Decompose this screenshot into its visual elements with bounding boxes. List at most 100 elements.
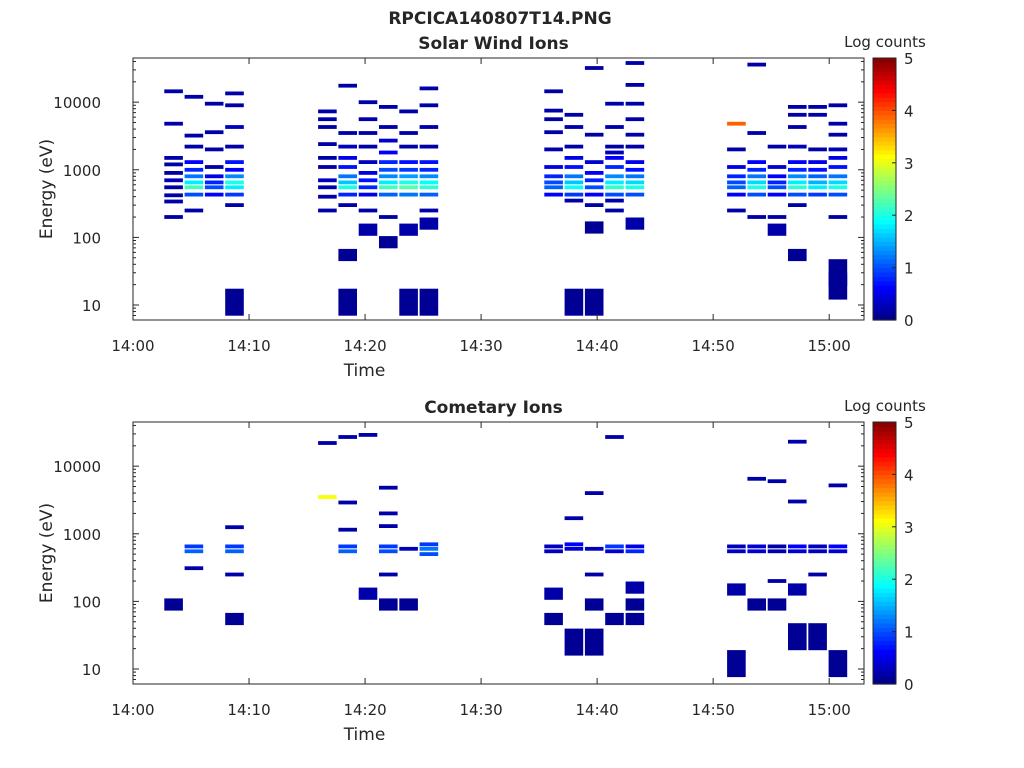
- heatmap-cell: [747, 549, 766, 554]
- colorbar-segment: [873, 618, 896, 624]
- colorbar-segment: [873, 448, 896, 454]
- heatmap-cell: [184, 208, 204, 213]
- heatmap-cell: [419, 160, 439, 164]
- heatmap-cell: [225, 144, 244, 149]
- heatmap-cell: [828, 156, 848, 160]
- heatmap-cell: [584, 160, 604, 164]
- heatmap-cell: [544, 147, 563, 152]
- heatmap-cell: [788, 112, 807, 117]
- heatmap-cell: [164, 193, 183, 198]
- heatmap-cell: [767, 185, 787, 190]
- heatmap-cell: [419, 180, 439, 185]
- heatmap-cell: [584, 598, 604, 611]
- heatmap-cell: [338, 248, 357, 262]
- heatmap-cell: [318, 185, 337, 190]
- x-tick-label: 15:00: [808, 337, 851, 355]
- x-tick-label: 14:40: [576, 701, 619, 719]
- heatmap-cell: [808, 544, 827, 549]
- heatmap-cell: [204, 101, 224, 106]
- x-tick-label: 14:00: [111, 701, 154, 719]
- colorbar-segment: [873, 293, 896, 299]
- heatmap-cell: [584, 192, 604, 197]
- colorbar-segment: [873, 189, 896, 194]
- colorbar-segment: [873, 184, 896, 190]
- colorbar-segment: [873, 193, 896, 199]
- heatmap-cell: [747, 598, 766, 611]
- heatmap-cell: [379, 544, 398, 549]
- heatmap-cell: [338, 500, 357, 505]
- heatmap-cell: [605, 208, 624, 213]
- heatmap-cell: [625, 544, 645, 549]
- heatmap-cell: [747, 185, 766, 190]
- heatmap-cell: [564, 180, 584, 185]
- heatmap-cell: [584, 546, 604, 551]
- heatmap-cell: [399, 109, 418, 114]
- colorbar-segment: [873, 267, 896, 273]
- heatmap-cell: [164, 215, 183, 219]
- heatmap-cell: [379, 236, 398, 249]
- heatmap-cell: [419, 546, 439, 551]
- colorbar-tick-label: 4: [904, 102, 914, 120]
- heatmap-cell: [788, 160, 807, 164]
- heatmap-cell: [727, 174, 746, 179]
- colorbar-segment: [873, 596, 896, 602]
- heatmap-cell: [338, 131, 357, 135]
- heatmap-cell: [605, 150, 624, 155]
- heatmap-cell: [225, 125, 244, 129]
- heatmap-cell: [808, 180, 827, 185]
- y-tick-label: 10: [82, 297, 101, 315]
- heatmap-cell: [318, 117, 337, 122]
- heatmap-cell: [399, 144, 418, 149]
- heatmap-cell: [164, 199, 183, 204]
- heatmap-cell: [419, 208, 439, 213]
- x-tick-label: 14:20: [343, 337, 386, 355]
- heatmap-cell: [747, 167, 766, 172]
- heatmap-cell: [605, 165, 624, 169]
- colorbar-segment: [873, 285, 896, 291]
- colorbar-segment: [873, 483, 896, 489]
- heatmap-cell: [828, 147, 848, 152]
- heatmap-cell: [399, 167, 418, 172]
- colorbar-segment: [873, 500, 896, 506]
- colorbar-segment: [873, 526, 896, 532]
- colorbar-segment: [873, 215, 896, 221]
- colorbar-tick-label: 1: [904, 260, 914, 278]
- heatmap-cell: [625, 117, 645, 122]
- heatmap-cell: [625, 185, 645, 190]
- heatmap-cell: [225, 160, 244, 164]
- axes-frame: [132, 421, 865, 685]
- colorbar-segment: [873, 574, 896, 580]
- heatmap-cell: [828, 185, 848, 190]
- colorbar-segment: [873, 644, 896, 650]
- y-axis-label: Energy (eV): [37, 139, 57, 239]
- heatmap-cell: [225, 174, 244, 179]
- heatmap-cell: [747, 174, 766, 179]
- heatmap-cell: [584, 132, 604, 137]
- heatmap-cell: [419, 552, 439, 556]
- colorbar-segment: [873, 311, 896, 317]
- heatmap-cell: [399, 185, 418, 190]
- colorbar-segment: [873, 531, 896, 537]
- heatmap-cell: [564, 516, 584, 521]
- x-tick-label: 14:20: [343, 701, 386, 719]
- heatmap-cell: [788, 144, 807, 149]
- colorbar-segment: [873, 241, 896, 247]
- heatmap-cell: [225, 180, 244, 185]
- heatmap-cell: [788, 544, 807, 549]
- colorbar-segment: [873, 605, 896, 611]
- heatmap-cell: [808, 192, 827, 197]
- colorbar-segment: [873, 640, 896, 646]
- colorbar-tick-label: 0: [904, 312, 914, 330]
- y-tick-label: 10000: [53, 458, 101, 476]
- x-tick-label: 14:50: [692, 337, 735, 355]
- colorbar-segment: [873, 622, 896, 628]
- colorbar-segment: [873, 670, 896, 676]
- colorbar-segment: [873, 162, 896, 168]
- colorbar-segment: [873, 84, 896, 90]
- colorbar-segment: [873, 154, 896, 160]
- colorbar-segment: [873, 496, 896, 502]
- colorbar-segment: [873, 430, 896, 436]
- heatmap-cell: [788, 583, 807, 596]
- panel-1: 14:00 14:10 14:20 14:30 14:40 14:50 15:0010100…: [37, 33, 926, 381]
- heatmap-cell: [544, 612, 563, 626]
